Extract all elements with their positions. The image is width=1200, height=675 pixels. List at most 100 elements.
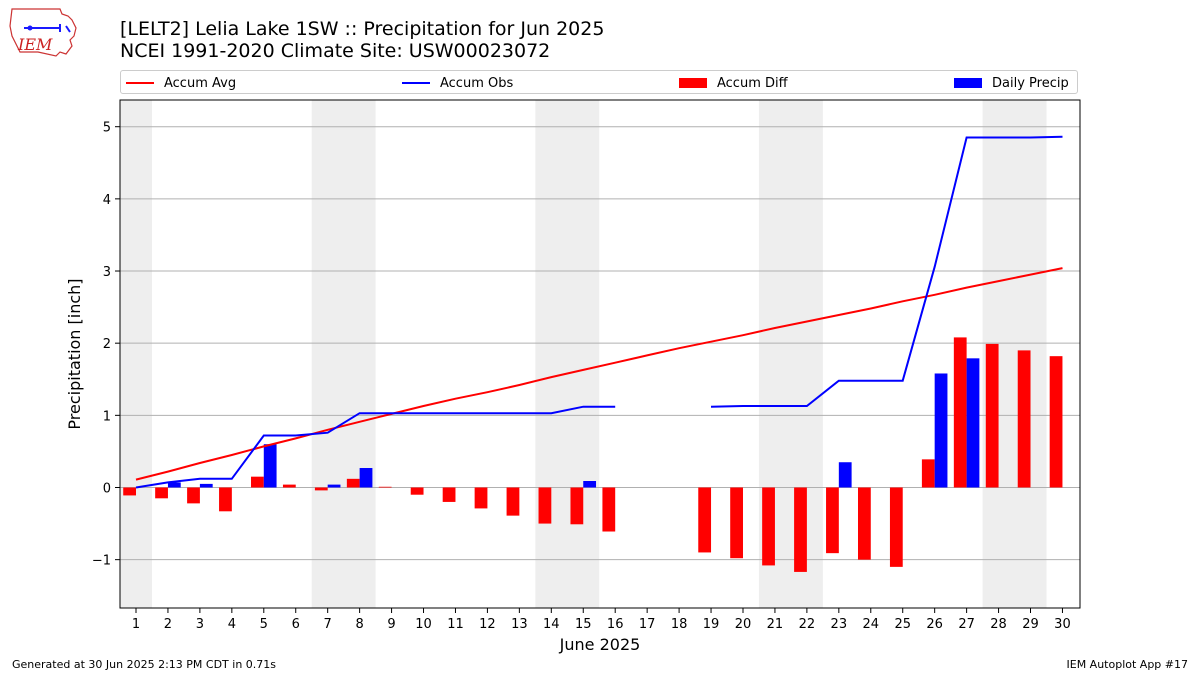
- bar-accum-diff: [570, 487, 584, 525]
- iem-logo: IEM: [9, 8, 77, 57]
- weekend-shade: [535, 100, 600, 608]
- x-tick-label: 17: [639, 617, 656, 632]
- x-tick-label: 9: [387, 617, 395, 632]
- legend-item-daily-precip: Daily Precip: [954, 74, 1069, 92]
- x-tick-label: 30: [1054, 617, 1071, 632]
- legend-swatch-accum-avg: [126, 82, 154, 84]
- bar-accum-diff: [538, 487, 552, 524]
- x-tick-label: 1: [132, 617, 140, 632]
- bar-accum-diff: [155, 487, 168, 499]
- x-tick-label: 26: [926, 617, 943, 632]
- legend-swatch-daily-precip: [954, 78, 982, 88]
- legend-swatch-accum-obs: [402, 82, 430, 84]
- y-tick-label: 0: [103, 481, 111, 496]
- y-axis-label: Precipitation [inch]: [65, 278, 84, 429]
- bar-accum-diff: [921, 459, 935, 488]
- bar-accum-diff: [1049, 356, 1063, 488]
- y-tick-label: 1: [103, 409, 111, 424]
- x-tick-label: 12: [479, 617, 496, 632]
- legend-item-accum-avg: Accum Avg: [126, 74, 236, 92]
- bar-daily-precip: [167, 482, 181, 488]
- x-tick-label: 22: [799, 617, 816, 632]
- y-tick-label: 2: [103, 337, 111, 352]
- bar-daily-precip: [934, 373, 948, 488]
- x-tick-label: 10: [415, 617, 432, 632]
- footer-generated: Generated at 30 Jun 2025 2:13 PM CDT in …: [12, 658, 277, 671]
- x-tick-label: 20: [735, 617, 752, 632]
- bar-accum-diff: [314, 487, 328, 491]
- weekend-shade: [120, 100, 152, 608]
- x-tick-label: 24: [863, 617, 880, 632]
- logo-text: IEM: [17, 35, 53, 54]
- bar-accum-diff: [282, 484, 296, 488]
- x-tick-label: 5: [260, 617, 268, 632]
- legend-label-daily-precip: Daily Precip: [992, 75, 1069, 91]
- x-tick-label: 6: [292, 617, 300, 632]
- bar-accum-diff: [762, 487, 775, 566]
- plot-frame: [119, 99, 1081, 609]
- x-tick-label: 2: [164, 617, 172, 632]
- bar-accum-diff: [410, 487, 424, 495]
- y-tick-label: 4: [103, 193, 111, 208]
- bar-daily-precip: [327, 484, 341, 488]
- bar-accum-diff: [985, 343, 999, 488]
- x-tick-label: 27: [958, 617, 975, 632]
- x-tick-label: 4: [228, 617, 236, 632]
- x-tick-label: 28: [990, 617, 1007, 632]
- x-axis-label: June 2025: [559, 635, 641, 654]
- bar-daily-precip: [263, 444, 277, 488]
- bar-daily-precip: [966, 358, 980, 488]
- bar-accum-diff: [794, 487, 807, 572]
- bar-accum-diff: [1017, 350, 1031, 488]
- bar-accum-diff: [889, 487, 903, 567]
- bar-daily-precip: [359, 468, 373, 488]
- legend-label-accum-obs: Accum Obs: [440, 75, 514, 91]
- x-tick-label: 25: [894, 617, 911, 632]
- bar-accum-diff: [219, 487, 232, 512]
- bar-accum-diff: [730, 487, 743, 559]
- bar-daily-precip: [199, 483, 213, 488]
- bar-accum-diff: [506, 487, 520, 516]
- x-tick-label: 13: [511, 617, 528, 632]
- legend-item-accum-obs: Accum Obs: [402, 74, 513, 92]
- bar-accum-diff: [251, 476, 264, 488]
- x-tick-label: 23: [831, 617, 848, 632]
- x-tick-label: 11: [447, 617, 464, 632]
- y-tick-label: −1: [92, 554, 111, 569]
- x-tick-label: 3: [196, 617, 204, 632]
- bar-accum-diff: [826, 487, 839, 554]
- bar-accum-diff: [474, 487, 488, 509]
- chart-subtitle: NCEI 1991-2020 Climate Site: USW00023072: [120, 40, 551, 62]
- x-tick-label: 7: [324, 617, 332, 632]
- bar-daily-precip: [838, 462, 852, 488]
- x-tick-label: 15: [575, 617, 592, 632]
- bar-daily-precip: [583, 481, 597, 488]
- bar-accum-diff: [378, 486, 392, 488]
- x-tick-label: 8: [355, 617, 363, 632]
- legend-label-accum-diff: Accum Diff: [717, 75, 788, 91]
- y-tick-label: 5: [103, 121, 111, 136]
- x-tick-label: 29: [1022, 617, 1039, 632]
- line-accum-avg: [135, 267, 1063, 481]
- weekend-shade: [311, 100, 376, 608]
- bar-accum-diff: [698, 487, 712, 553]
- bar-accum-diff: [953, 337, 967, 488]
- x-tick-label: 18: [671, 617, 688, 632]
- legend-label-accum-avg: Accum Avg: [164, 75, 237, 91]
- bar-accum-diff: [123, 487, 136, 496]
- x-tick-label: 14: [543, 617, 560, 632]
- y-tick-label: 3: [103, 265, 111, 280]
- footer-app: IEM Autoplot App #17: [1066, 658, 1189, 671]
- bar-accum-diff: [346, 478, 360, 488]
- legend-item-accum-diff: Accum Diff: [679, 74, 788, 92]
- bar-accum-diff: [442, 487, 456, 502]
- bar-accum-diff: [857, 487, 871, 560]
- line-accum-obs: [135, 135, 1063, 489]
- x-tick-label: 16: [607, 617, 624, 632]
- x-tick-label: 19: [703, 617, 720, 632]
- legend: Accum Avg Accum Obs Accum Diff Daily Pre…: [120, 70, 1078, 94]
- legend-swatch-accum-diff: [679, 78, 707, 88]
- x-tick-label: 21: [767, 617, 784, 632]
- bar-accum-diff: [602, 487, 616, 532]
